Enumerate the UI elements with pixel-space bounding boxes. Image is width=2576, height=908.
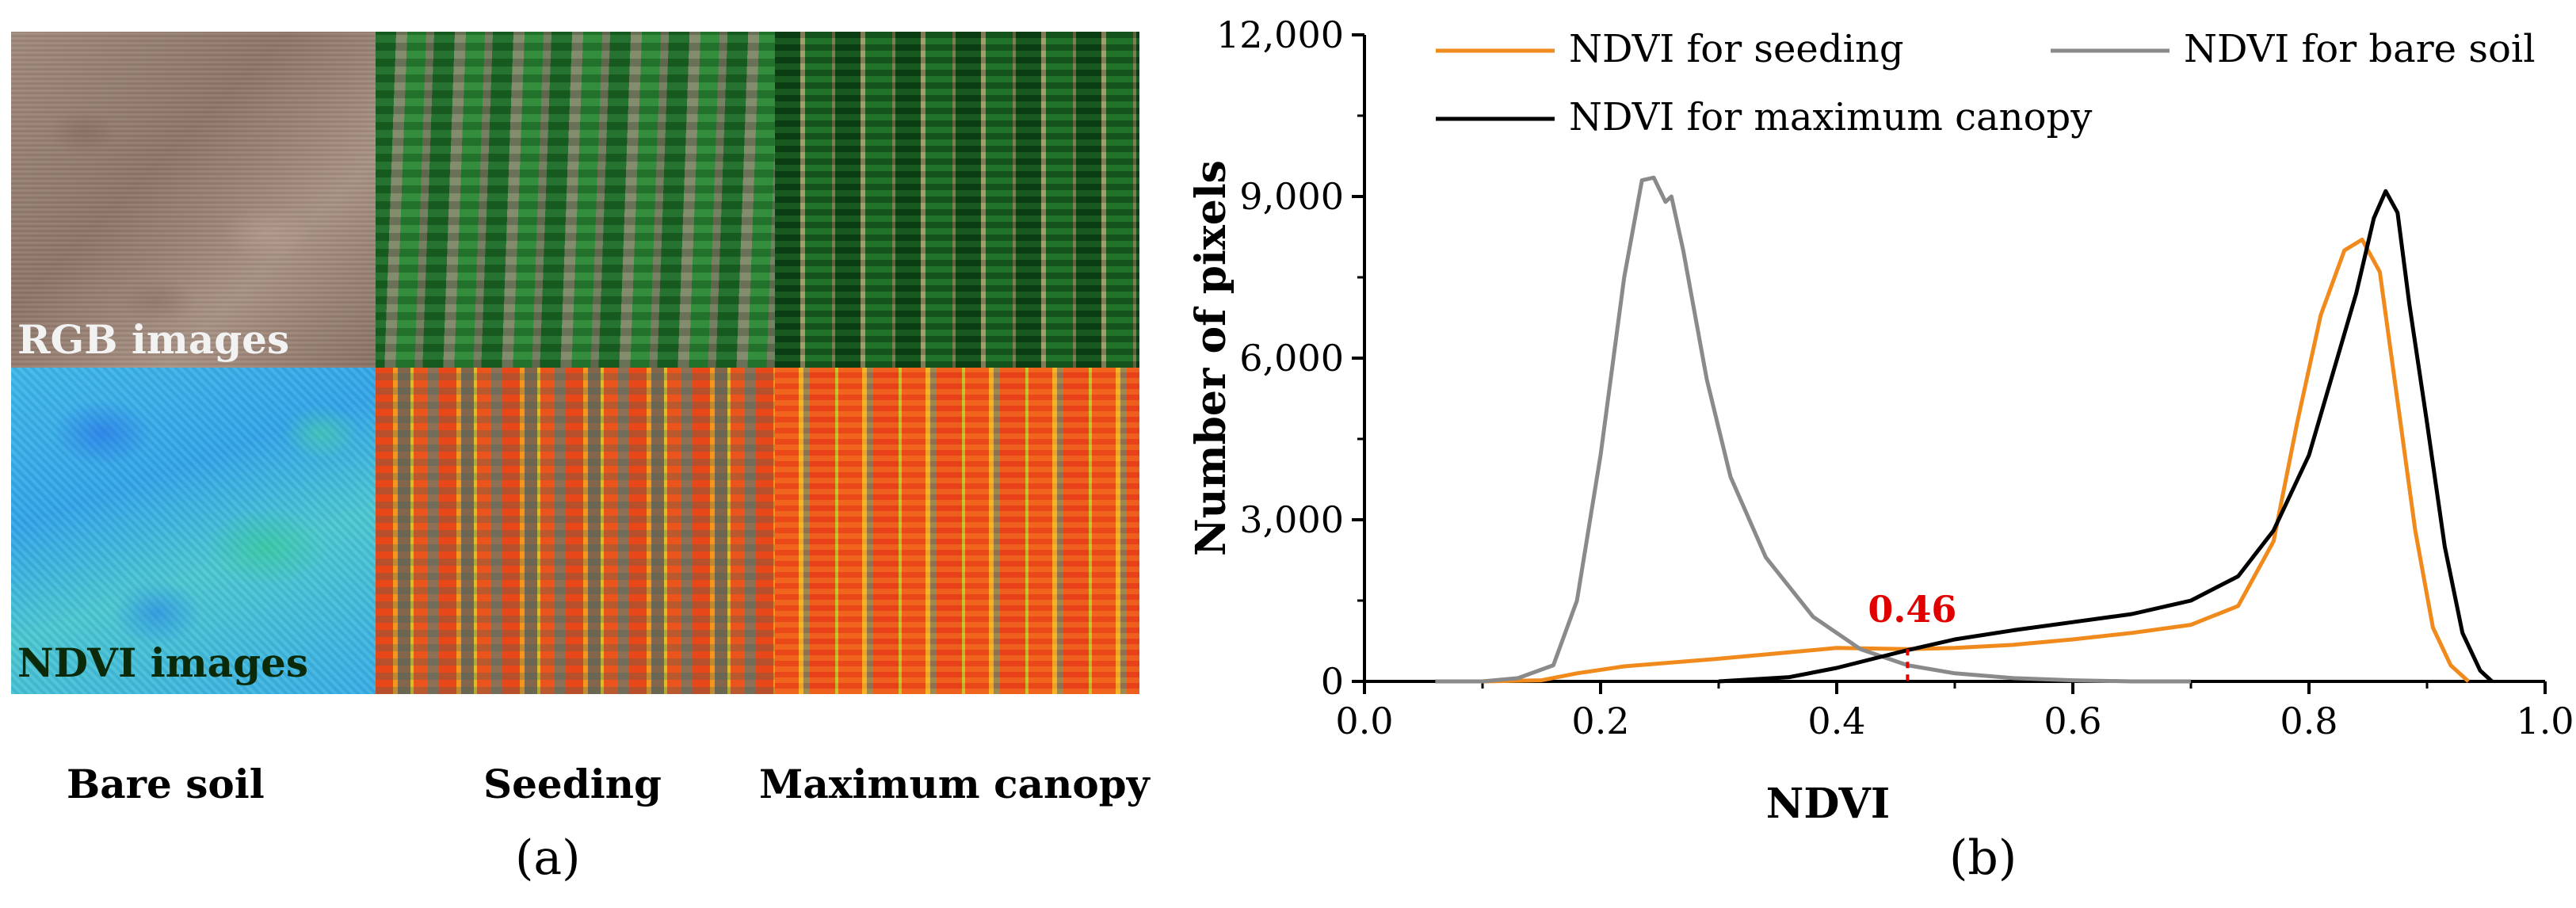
x-axis-title: NDVI xyxy=(1766,780,1890,828)
x-tick-label: 0.4 xyxy=(1807,700,1865,742)
chart-legend: NDVI for seeding NDVI for bare soil NDVI f… xyxy=(1436,27,2536,139)
series-line-0 xyxy=(1482,237,2470,684)
chart-series-layer xyxy=(1435,175,2494,684)
ndvi-image-seeding xyxy=(376,368,775,694)
y-tick-label: 6,000 xyxy=(1239,337,1344,380)
y-tick-label: 3,000 xyxy=(1239,498,1344,541)
rgb-images-label: RGB images xyxy=(17,316,290,363)
legend-label-2: NDVI for maximum canopy xyxy=(1569,95,2092,139)
stage-label-bare-soil: Bare soil xyxy=(67,761,265,807)
x-tick-label: 1.0 xyxy=(2516,700,2574,742)
series-line-1 xyxy=(1435,175,2191,684)
rgb-image-seeding xyxy=(376,32,775,368)
x-tick-label: 0.0 xyxy=(1335,700,1393,742)
stage-label-seeding: Seeding xyxy=(483,761,662,807)
panel-a-caption: (a) xyxy=(515,830,581,886)
y-tick-label: 9,000 xyxy=(1239,175,1344,218)
y-tick-label: 0 xyxy=(1321,660,1344,703)
y-axis-title: Number of pixels xyxy=(1187,160,1235,556)
ndvi-image-maximum-canopy xyxy=(775,368,1139,694)
legend-label-0: NDVI for seeding xyxy=(1569,27,1904,71)
chart-axes: 0.0 0.2 0.4 0.6 0.8 1.0 0 3,000 6,000 9,000 12,000… xyxy=(1187,13,2574,828)
stage-label-maximum-canopy: Maximum canopy xyxy=(759,761,1150,807)
series-line-2 xyxy=(1718,189,2494,684)
ndvi-image-bare-soil: NDVI images xyxy=(11,368,376,694)
x-tick-label: 0.8 xyxy=(2280,700,2337,742)
rgb-image-bare-soil: RGB images xyxy=(11,32,376,368)
x-tick-label: 0.6 xyxy=(2044,700,2101,742)
x-tick-label: 0.2 xyxy=(1571,700,1629,742)
ndvi-images-label: NDVI images xyxy=(17,639,308,686)
chart-annotation-layer: 0.46 xyxy=(1868,588,1956,681)
threshold-label: 0.46 xyxy=(1868,588,1956,631)
rgb-image-maximum-canopy xyxy=(775,32,1139,368)
legend-label-1: NDVI for bare soil xyxy=(2184,27,2536,71)
y-tick-label: 12,000 xyxy=(1216,13,1344,56)
panel-b-caption: (b) xyxy=(1949,830,2017,886)
